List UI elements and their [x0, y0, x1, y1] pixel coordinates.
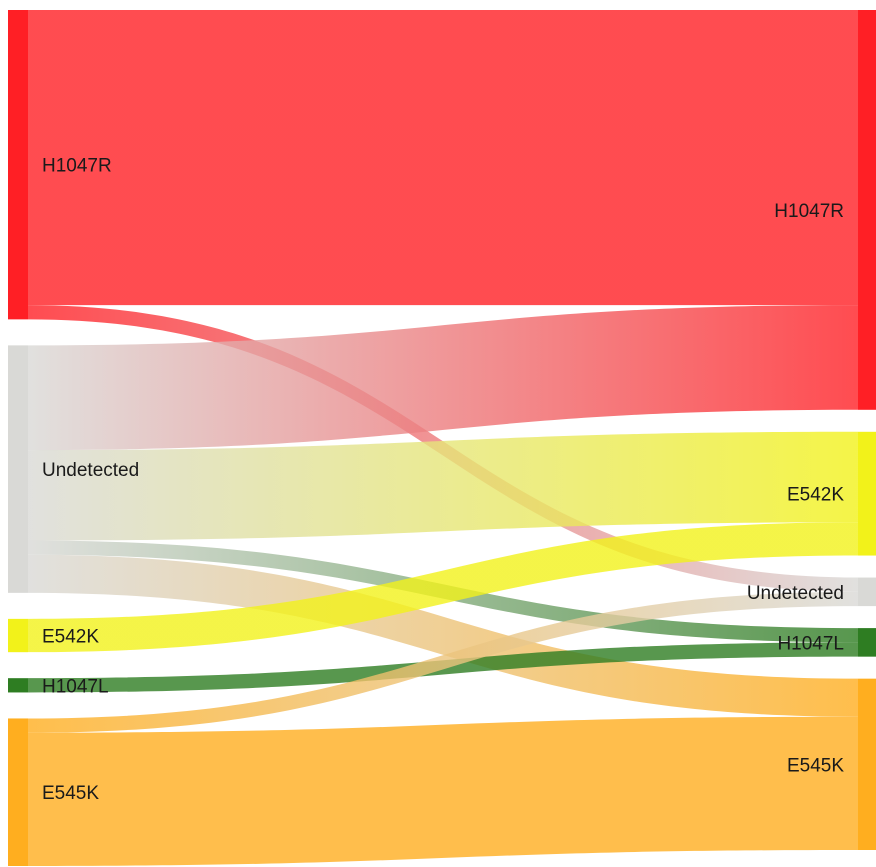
right-label-e545k: E545K — [787, 755, 844, 776]
right-node-h1047l — [858, 628, 876, 657]
links-layer — [28, 10, 858, 866]
link-e542k-to-e542k — [28, 522, 858, 653]
right-node-h1047r — [858, 10, 876, 410]
right-label-h1047l: H1047L — [777, 633, 844, 654]
right-label-e542k: E542K — [787, 485, 844, 506]
right-node-e545k — [858, 678, 876, 850]
right-label-undetected: Undetected — [747, 583, 844, 604]
link-undetected-to-h1047r — [28, 305, 858, 451]
link-e545k-to-e545k — [28, 716, 858, 866]
left-label-e542k: E542K — [42, 627, 99, 648]
labels-layer: H1047R Undetected E542K H1047L E545K H1047R E5… — [42, 156, 844, 805]
left-node-e545k — [8, 718, 28, 866]
left-node-h1047l — [8, 678, 28, 693]
left-node-h1047r — [8, 10, 28, 320]
link-h1047r-to-h1047r — [28, 10, 858, 306]
link-undetected-to-e545k — [28, 554, 858, 717]
right-node-undetected — [858, 577, 876, 607]
right-node-e542k — [858, 431, 876, 556]
nodes-layer — [8, 10, 876, 866]
left-node-e542k — [8, 618, 28, 653]
left-label-h1047l: H1047L — [42, 676, 109, 697]
link-undetected-to-e542k — [28, 431, 858, 541]
left-node-undetected — [8, 345, 28, 593]
link-e545k-to-undetected — [28, 591, 858, 733]
right-label-h1047r: H1047R — [774, 201, 844, 222]
left-label-e545k: E545K — [42, 783, 99, 804]
left-label-h1047r: H1047R — [42, 156, 112, 177]
left-label-undetected: Undetected — [42, 460, 139, 481]
